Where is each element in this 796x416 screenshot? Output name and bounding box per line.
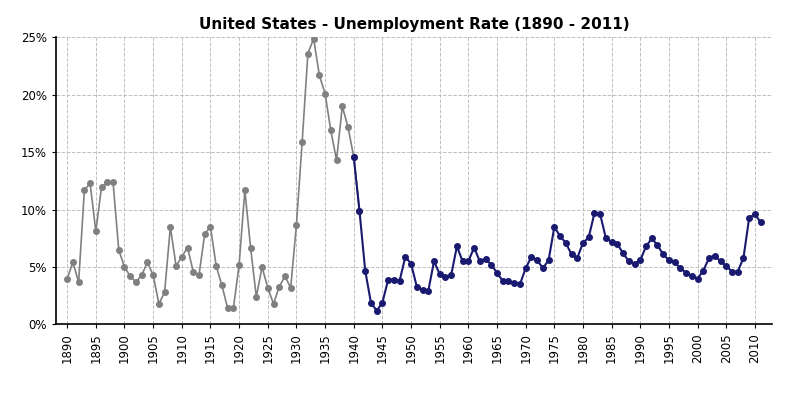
Estimated % Unemployment xyxy=(355,208,365,213)
% Unemployment xyxy=(372,308,381,313)
Estimated % Unemployment xyxy=(257,265,267,270)
% Unemployment xyxy=(349,154,358,159)
Estimated % Unemployment xyxy=(309,36,318,41)
Estimated % Unemployment xyxy=(62,276,72,281)
% Unemployment xyxy=(584,235,594,240)
Estimated % Unemployment xyxy=(217,283,227,288)
% Unemployment xyxy=(492,270,501,275)
Estimated % Unemployment xyxy=(200,231,209,236)
Line: % Unemployment: % Unemployment xyxy=(351,154,763,314)
% Unemployment xyxy=(613,242,622,247)
Estimated % Unemployment xyxy=(166,224,175,229)
% Unemployment xyxy=(412,284,422,289)
Estimated % Unemployment xyxy=(223,306,232,311)
Line: Estimated % Unemployment: Estimated % Unemployment xyxy=(64,36,362,311)
Estimated % Unemployment xyxy=(246,245,256,250)
% Unemployment xyxy=(452,244,462,249)
% Unemployment xyxy=(756,220,766,225)
Title: United States - Unemployment Rate (1890 - 2011): United States - Unemployment Rate (1890 … xyxy=(199,17,629,32)
Estimated % Unemployment xyxy=(85,181,95,186)
% Unemployment xyxy=(630,261,639,266)
